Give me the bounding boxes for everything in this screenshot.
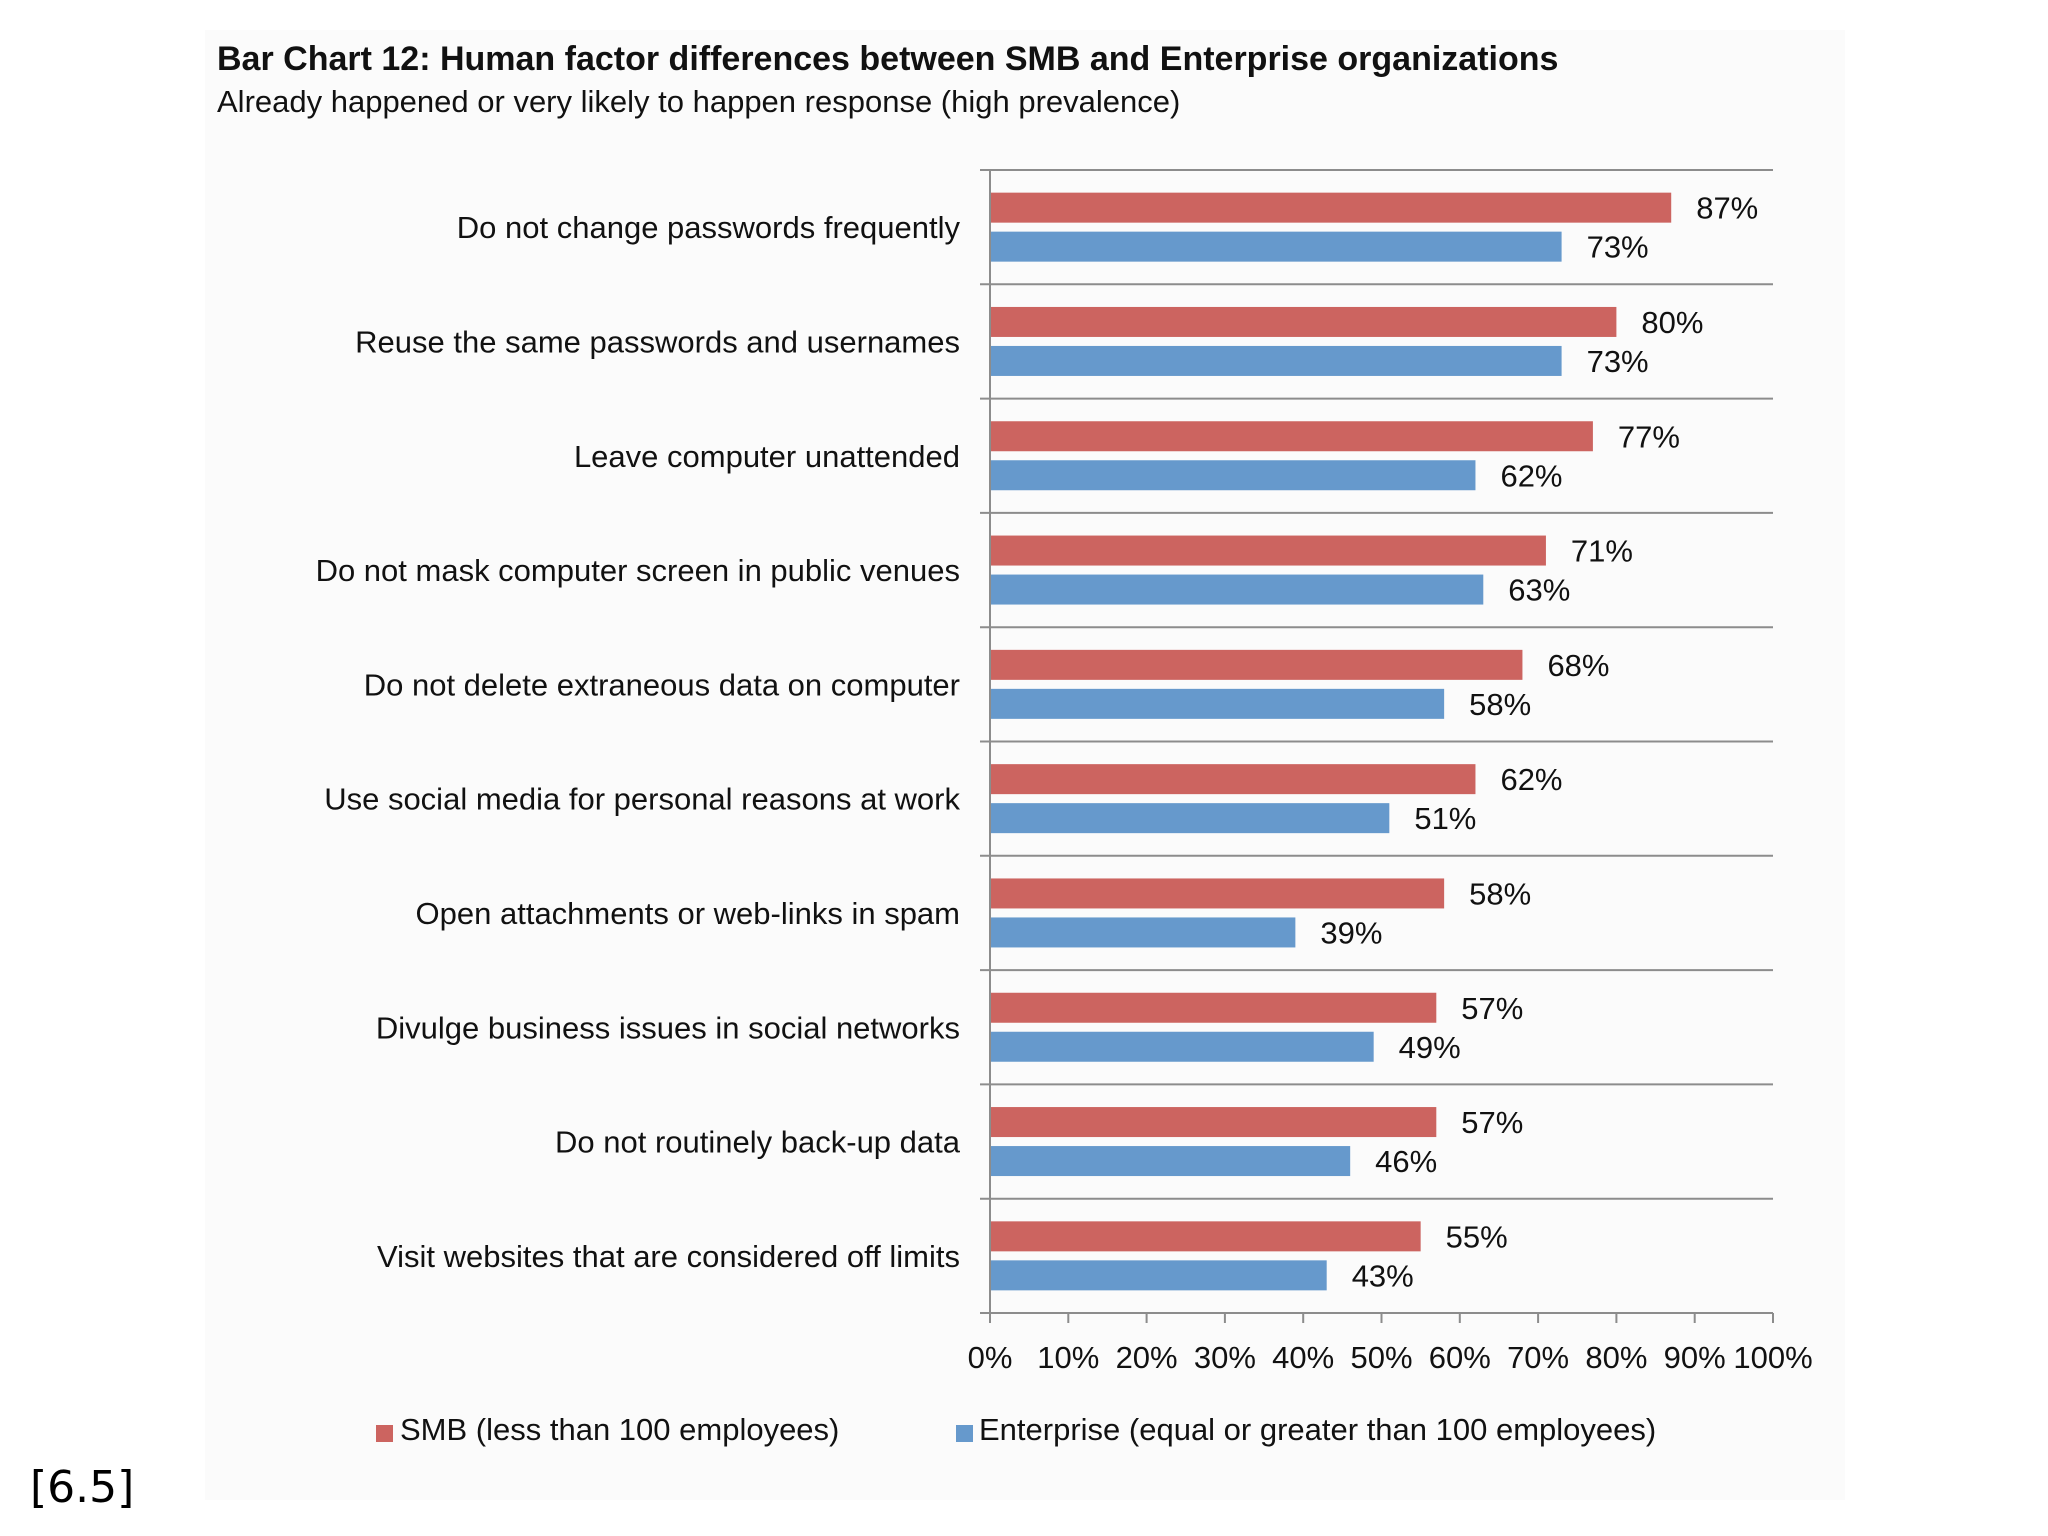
bar-enterprise bbox=[990, 803, 1390, 834]
value-label: 77% bbox=[1618, 419, 1680, 454]
value-label: 58% bbox=[1469, 876, 1531, 911]
grid-layer bbox=[980, 169, 1773, 1200]
value-label: 46% bbox=[1375, 1144, 1437, 1179]
bar-smb bbox=[990, 992, 1437, 1023]
value-label: 51% bbox=[1414, 801, 1476, 836]
axis-layer: 0% 10% 20% 30% 40% 50% 60% 70% 80% 90% 100% bbox=[968, 170, 1813, 1375]
category-label: Leave computer unattended bbox=[574, 439, 960, 474]
value-label: 87% bbox=[1696, 191, 1758, 226]
bar-smb bbox=[990, 1107, 1437, 1138]
bar-enterprise bbox=[990, 1031, 1374, 1062]
value-label: 49% bbox=[1399, 1030, 1461, 1065]
value-label: 63% bbox=[1508, 573, 1570, 608]
category-label: Do not mask computer screen in public ve… bbox=[316, 553, 960, 588]
legend: SMB (less than 100 employees) Enterprise… bbox=[376, 1412, 1656, 1447]
x-tick-label: 70% bbox=[1507, 1340, 1569, 1375]
bar-smb bbox=[990, 1221, 1421, 1252]
bar-layer bbox=[990, 192, 1672, 1291]
bar-enterprise bbox=[990, 688, 1445, 719]
value-label: 73% bbox=[1587, 230, 1649, 265]
value-label: 39% bbox=[1320, 915, 1382, 950]
x-tick-label: 40% bbox=[1272, 1340, 1334, 1375]
bar-smb bbox=[990, 649, 1523, 680]
bar-smb bbox=[990, 878, 1445, 909]
bar-enterprise bbox=[990, 345, 1562, 376]
bar-enterprise bbox=[990, 1146, 1351, 1177]
x-tick-label: 100% bbox=[1733, 1340, 1812, 1375]
value-label: 57% bbox=[1461, 1105, 1523, 1140]
value-label: 62% bbox=[1500, 762, 1562, 797]
bar-enterprise bbox=[990, 231, 1562, 262]
x-tick-label: 90% bbox=[1664, 1340, 1726, 1375]
bar-smb bbox=[990, 192, 1672, 223]
value-label: 73% bbox=[1587, 344, 1649, 379]
bar-smb bbox=[990, 764, 1476, 795]
x-tick-label: 80% bbox=[1585, 1340, 1647, 1375]
category-label: Do not delete extraneous data on compute… bbox=[364, 667, 960, 702]
value-label: 58% bbox=[1469, 687, 1531, 722]
bar-smb bbox=[990, 421, 1593, 452]
legend-label-smb: SMB (less than 100 employees) bbox=[400, 1412, 839, 1447]
x-tick-label: 50% bbox=[1350, 1340, 1412, 1375]
legend-swatch-enterprise bbox=[956, 1425, 973, 1442]
value-label: 62% bbox=[1500, 458, 1562, 493]
value-label: 71% bbox=[1571, 534, 1633, 569]
value-label: 80% bbox=[1641, 305, 1703, 340]
x-tick-label: 30% bbox=[1194, 1340, 1256, 1375]
category-label: Reuse the same passwords and usernames bbox=[355, 324, 960, 359]
category-label: Visit websites that are considered off l… bbox=[377, 1239, 960, 1274]
value-label: 55% bbox=[1446, 1219, 1508, 1254]
bar-enterprise bbox=[990, 460, 1476, 491]
bar-smb bbox=[990, 535, 1546, 566]
label-layer: 87% 73% Do not change passwords frequently… bbox=[316, 191, 1759, 1294]
category-label: Divulge business issues in social networ… bbox=[376, 1010, 960, 1045]
bar-enterprise bbox=[990, 574, 1484, 605]
legend-label-enterprise: Enterprise (equal or greater than 100 em… bbox=[979, 1412, 1656, 1447]
x-tick-label: 60% bbox=[1429, 1340, 1491, 1375]
x-tick-label: 20% bbox=[1116, 1340, 1178, 1375]
category-label: Open attachments or web-links in spam bbox=[416, 896, 960, 931]
category-label: Do not routinely back-up data bbox=[555, 1125, 961, 1160]
legend-swatch-smb bbox=[376, 1425, 393, 1442]
value-label: 43% bbox=[1352, 1258, 1414, 1293]
x-tick-label: 10% bbox=[1037, 1340, 1099, 1375]
value-label: 57% bbox=[1461, 991, 1523, 1026]
bar-enterprise bbox=[990, 1260, 1327, 1291]
value-label: 68% bbox=[1547, 648, 1609, 683]
category-label: Use social media for personal reasons at… bbox=[324, 782, 960, 817]
chart-subtitle: Already happened or very likely to happe… bbox=[217, 84, 1181, 119]
bar-smb bbox=[990, 306, 1617, 337]
figure-reference: [6.5] bbox=[30, 1462, 135, 1513]
chart-title: Bar Chart 12: Human factor differences b… bbox=[217, 40, 1559, 78]
category-label: Do not change passwords frequently bbox=[457, 210, 961, 245]
x-tick-label: 0% bbox=[968, 1340, 1013, 1375]
bar-enterprise bbox=[990, 917, 1296, 948]
